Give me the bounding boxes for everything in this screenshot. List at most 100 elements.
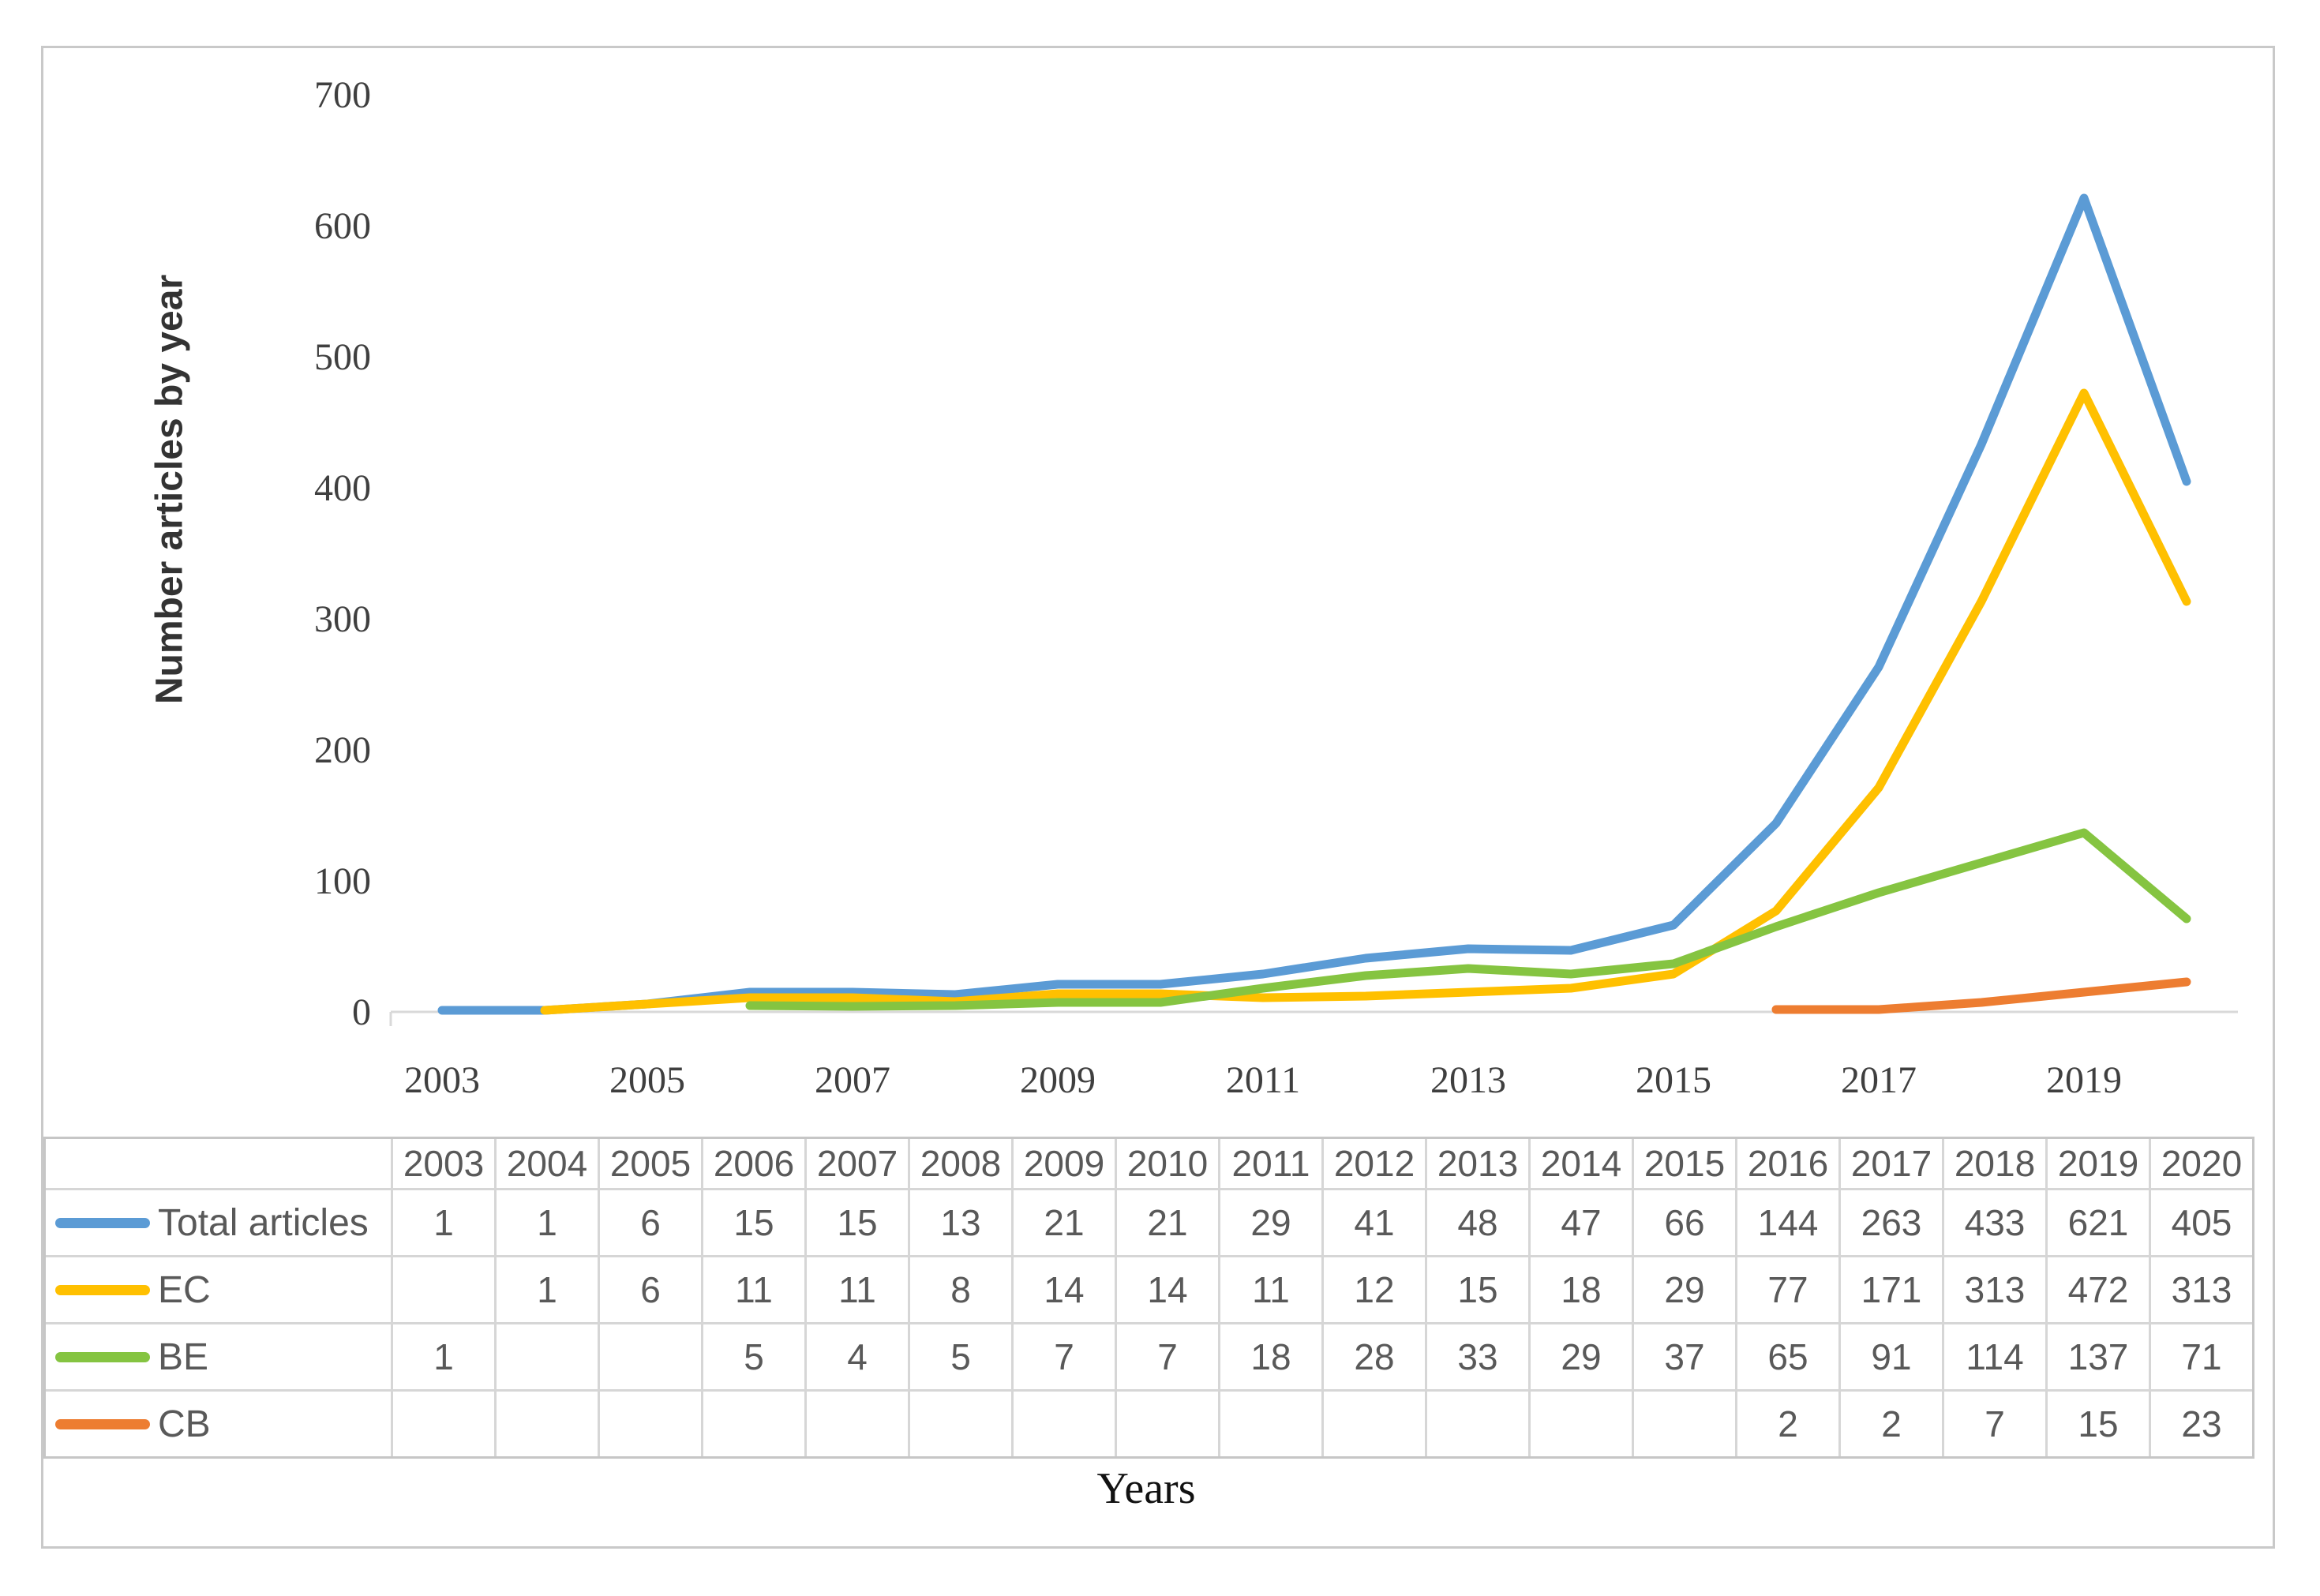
series-line-be [745, 828, 2191, 1011]
table-cell-be-2016: 65 [1737, 1324, 1838, 1389]
table-cell-be-2006: 5 [703, 1324, 804, 1389]
table-cell-cb-2016: 2 [1737, 1392, 1838, 1456]
table-cell-total-articles-2016: 144 [1737, 1190, 1838, 1255]
legend-label-be: BE [158, 1336, 209, 1378]
legend-label-cb: CB [158, 1403, 211, 1445]
table-cell-be-2017: 91 [1841, 1324, 1942, 1389]
table-cell-be-2008: 5 [910, 1324, 1011, 1389]
table-cell-total-articles-2013: 48 [1427, 1190, 1528, 1255]
table-cell-cb-2011 [1220, 1392, 1321, 1456]
table-cell-total-articles-2009: 21 [1014, 1190, 1115, 1255]
year-header-2011: 2011 [1220, 1139, 1321, 1188]
table-cell-be-2014: 29 [1531, 1324, 1632, 1389]
table-cell-cb-2008 [910, 1392, 1011, 1456]
table-cell-ec-2005: 6 [600, 1257, 701, 1322]
year-header-2018: 2018 [1944, 1139, 2045, 1188]
year-header-2004: 2004 [497, 1139, 598, 1188]
table-cell-total-articles-2018: 433 [1944, 1190, 2045, 1255]
table-cell-ec-2012: 12 [1324, 1257, 1425, 1322]
legend-key-be-icon [55, 1351, 150, 1362]
table-cell-cb-2018: 7 [1944, 1392, 2045, 1456]
x-tick-label: 2019 [2046, 1059, 2122, 1101]
series-line-cb [1771, 977, 2191, 1014]
table-cell-be-2019: 137 [2048, 1324, 2149, 1389]
table-cell-cb-2020: 23 [2151, 1392, 2252, 1456]
table-cell-ec-2011: 11 [1220, 1257, 1321, 1322]
table-cell-be-2013: 33 [1427, 1324, 1528, 1389]
year-header-2009: 2009 [1014, 1139, 1115, 1188]
table-cell-be-2015: 37 [1634, 1324, 1735, 1389]
y-tick-label: 100 [314, 860, 371, 902]
series-line-total-articles [437, 193, 2191, 1015]
table-cell-cb-2012 [1324, 1392, 1425, 1456]
table-cell-ec-2007: 11 [807, 1257, 908, 1322]
table-cell-total-articles-2008: 13 [910, 1190, 1011, 1255]
table-cell-cb-2010 [1117, 1392, 1218, 1456]
table-corner-cell [46, 1139, 391, 1188]
table-cell-ec-2008: 8 [910, 1257, 1011, 1322]
x-tick-label: 2017 [1841, 1059, 1917, 1101]
table-cell-ec-2018: 313 [1944, 1257, 2045, 1322]
table-cell-ec-2013: 15 [1427, 1257, 1528, 1322]
x-axis-title: Years [1096, 1464, 1196, 1513]
table-cell-total-articles-2020: 405 [2151, 1190, 2252, 1255]
table-cell-cb-2019: 15 [2048, 1392, 2149, 1456]
table-cell-ec-2010: 14 [1117, 1257, 1218, 1322]
table-cell-total-articles-2007: 15 [807, 1190, 908, 1255]
table-cell-total-articles-2005: 6 [600, 1190, 701, 1255]
table-cell-cb-2003 [393, 1392, 494, 1456]
year-header-2005: 2005 [600, 1139, 701, 1188]
table-cell-total-articles-2012: 41 [1324, 1190, 1425, 1255]
year-header-2014: 2014 [1531, 1139, 1632, 1188]
table-cell-total-articles-2003: 1 [393, 1190, 494, 1255]
x-tick-label: 2003 [404, 1059, 480, 1101]
table-cell-cb-2005 [600, 1392, 701, 1456]
table-cell-cb-2009 [1014, 1392, 1115, 1456]
table-cell-ec-2009: 14 [1014, 1257, 1115, 1322]
table-cell-total-articles-2010: 21 [1117, 1190, 1218, 1255]
y-tick-label: 0 [352, 991, 371, 1033]
table-cell-be-2005 [600, 1324, 701, 1389]
x-tick-label: 2015 [1636, 1059, 1711, 1101]
table-cell-be-2011: 18 [1220, 1324, 1321, 1389]
year-header-2008: 2008 [910, 1139, 1011, 1188]
table-cell-be-2004 [497, 1324, 598, 1389]
table-cell-cb-2015 [1634, 1392, 1735, 1456]
table-cell-be-2020: 71 [2151, 1324, 2252, 1389]
y-tick-label: 300 [314, 598, 371, 640]
table-cell-ec-2006: 11 [703, 1257, 804, 1322]
y-tick-label: 600 [314, 205, 371, 247]
table-cell-ec-2004: 1 [497, 1257, 598, 1322]
table-cell-cb-2004 [497, 1392, 598, 1456]
table-cell-ec-2017: 171 [1841, 1257, 1942, 1322]
year-header-2006: 2006 [703, 1139, 804, 1188]
table-cell-ec-2019: 472 [2048, 1257, 2149, 1322]
legend-key-cb-icon [55, 1418, 150, 1429]
table-cell-cb-2013 [1427, 1392, 1528, 1456]
table-cell-cb-2017: 2 [1841, 1392, 1942, 1456]
table-cell-be-2009: 7 [1014, 1324, 1115, 1389]
x-tick-label: 2011 [1226, 1059, 1300, 1101]
year-header-2013: 2013 [1427, 1139, 1528, 1188]
y-axis-title: Number articles by year [148, 274, 191, 705]
chart-data-table: 2003 2004 2005 2006 2007 2008 2009 2010 2011 2012… [43, 1137, 2254, 1459]
legend-key-ec-icon [55, 1284, 150, 1295]
legend-item-total-articles: Total articles [46, 1190, 391, 1255]
table-cell-ec-2014: 18 [1531, 1257, 1632, 1322]
series-line-ec [540, 388, 2191, 1015]
legend-item-cb: CB [46, 1392, 391, 1456]
legend-item-be: BE [46, 1324, 391, 1389]
table-cell-cb-2006 [703, 1392, 804, 1456]
y-tick-label: 500 [314, 336, 371, 378]
table-cell-ec-2015: 29 [1634, 1257, 1735, 1322]
year-header-2016: 2016 [1737, 1139, 1838, 1188]
table-cell-total-articles-2019: 621 [2048, 1190, 2149, 1255]
x-tick-label: 2013 [1430, 1059, 1506, 1101]
table-cell-total-articles-2004: 1 [497, 1190, 598, 1255]
legend-key-total-articles-icon [55, 1217, 150, 1228]
year-header-2010: 2010 [1117, 1139, 1218, 1188]
table-cell-be-2012: 28 [1324, 1324, 1425, 1389]
legend-label-ec: EC [158, 1268, 211, 1311]
x-tick-label: 2005 [609, 1059, 685, 1101]
